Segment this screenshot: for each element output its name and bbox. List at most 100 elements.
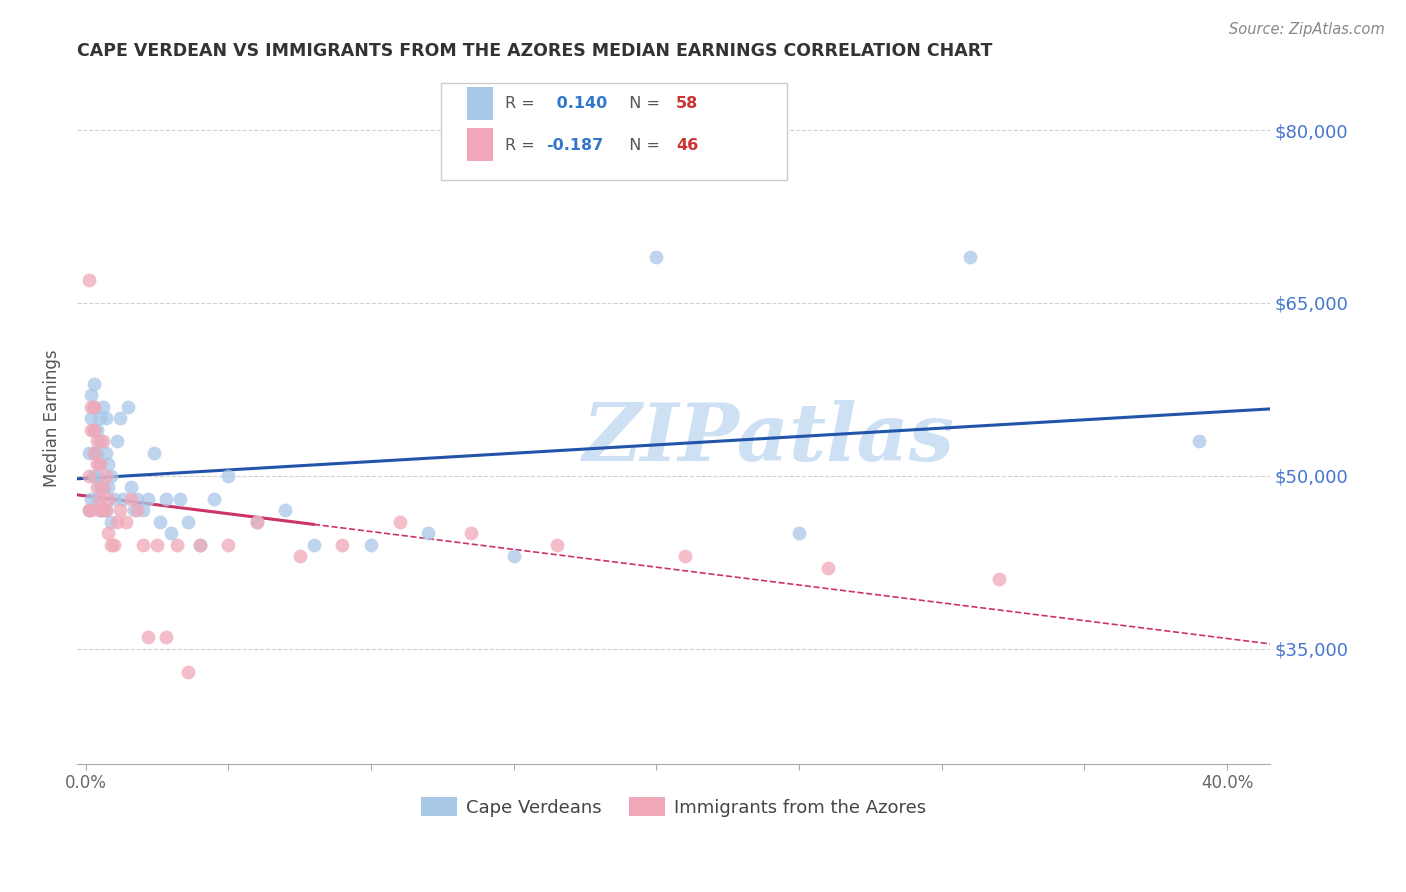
Point — [122, 503, 145, 517]
Point — [86, 457, 108, 471]
Point — [460, 526, 482, 541]
Point — [80, 400, 103, 414]
Point — [89, 457, 111, 471]
Point — [502, 549, 524, 564]
Point — [114, 515, 136, 529]
Point — [169, 491, 191, 506]
Point — [332, 538, 354, 552]
Legend: Cape Verdeans, Immigrants from the Azores: Cape Verdeans, Immigrants from the Azore… — [413, 790, 934, 824]
Point — [787, 526, 810, 541]
Point — [83, 423, 105, 437]
Point — [91, 503, 114, 517]
Point — [89, 480, 111, 494]
Point — [77, 446, 100, 460]
Point — [120, 480, 142, 494]
Point — [1188, 434, 1211, 449]
Point — [77, 503, 100, 517]
Point — [91, 400, 114, 414]
Point — [77, 468, 100, 483]
Point — [86, 434, 108, 449]
Point — [546, 538, 568, 552]
Point — [155, 491, 177, 506]
Point — [149, 515, 172, 529]
Point — [188, 538, 211, 552]
Point — [103, 538, 125, 552]
Point — [83, 446, 105, 460]
Point — [83, 423, 105, 437]
Point — [125, 491, 148, 506]
Point — [111, 491, 134, 506]
Point — [83, 446, 105, 460]
Point — [80, 423, 103, 437]
Point — [86, 480, 108, 494]
Point — [100, 468, 122, 483]
Point — [100, 538, 122, 552]
Point — [86, 491, 108, 506]
Point — [89, 503, 111, 517]
Point — [108, 503, 131, 517]
Point — [105, 515, 128, 529]
Point — [94, 503, 117, 517]
Point — [89, 411, 111, 425]
Point — [217, 468, 239, 483]
Text: CAPE VERDEAN VS IMMIGRANTS FROM THE AZORES MEDIAN EARNINGS CORRELATION CHART: CAPE VERDEAN VS IMMIGRANTS FROM THE AZOR… — [77, 42, 993, 60]
Point — [97, 526, 120, 541]
Point — [160, 526, 183, 541]
Text: 58: 58 — [676, 96, 699, 112]
Point — [302, 538, 325, 552]
Text: R =: R = — [505, 96, 540, 112]
Point — [83, 400, 105, 414]
Point — [83, 468, 105, 483]
Point — [94, 468, 117, 483]
Point — [166, 538, 188, 552]
Text: -0.187: -0.187 — [546, 138, 603, 153]
Point — [177, 665, 200, 679]
Point — [217, 538, 239, 552]
Point — [645, 250, 668, 264]
Text: R =: R = — [505, 138, 540, 153]
Point — [89, 434, 111, 449]
Point — [83, 376, 105, 391]
Point — [132, 503, 155, 517]
Point — [388, 515, 411, 529]
Point — [959, 250, 981, 264]
Point — [246, 515, 269, 529]
Point — [146, 538, 169, 552]
Point — [100, 515, 122, 529]
Point — [360, 538, 382, 552]
Point — [91, 480, 114, 494]
Point — [80, 388, 103, 402]
Point — [97, 480, 120, 494]
Point — [202, 491, 225, 506]
Text: Source: ZipAtlas.com: Source: ZipAtlas.com — [1229, 22, 1385, 37]
Point — [125, 503, 148, 517]
FancyBboxPatch shape — [441, 83, 787, 179]
Point — [94, 446, 117, 460]
Point — [86, 468, 108, 483]
Point — [77, 273, 100, 287]
Point — [143, 446, 166, 460]
Point — [86, 423, 108, 437]
Text: ZIPatlas: ZIPatlas — [583, 401, 955, 477]
Point — [987, 573, 1010, 587]
Point — [108, 411, 131, 425]
Point — [274, 503, 297, 517]
FancyBboxPatch shape — [467, 87, 494, 120]
Point — [97, 457, 120, 471]
Point — [91, 480, 114, 494]
Point — [246, 515, 269, 529]
Point — [673, 549, 696, 564]
Point — [103, 491, 125, 506]
Point — [105, 434, 128, 449]
Point — [83, 400, 105, 414]
Point — [77, 503, 100, 517]
Point — [288, 549, 311, 564]
Point — [91, 434, 114, 449]
Point — [80, 411, 103, 425]
FancyBboxPatch shape — [467, 128, 494, 161]
Point — [94, 503, 117, 517]
Point — [89, 457, 111, 471]
Point — [416, 526, 439, 541]
Point — [177, 515, 200, 529]
Point — [138, 491, 160, 506]
